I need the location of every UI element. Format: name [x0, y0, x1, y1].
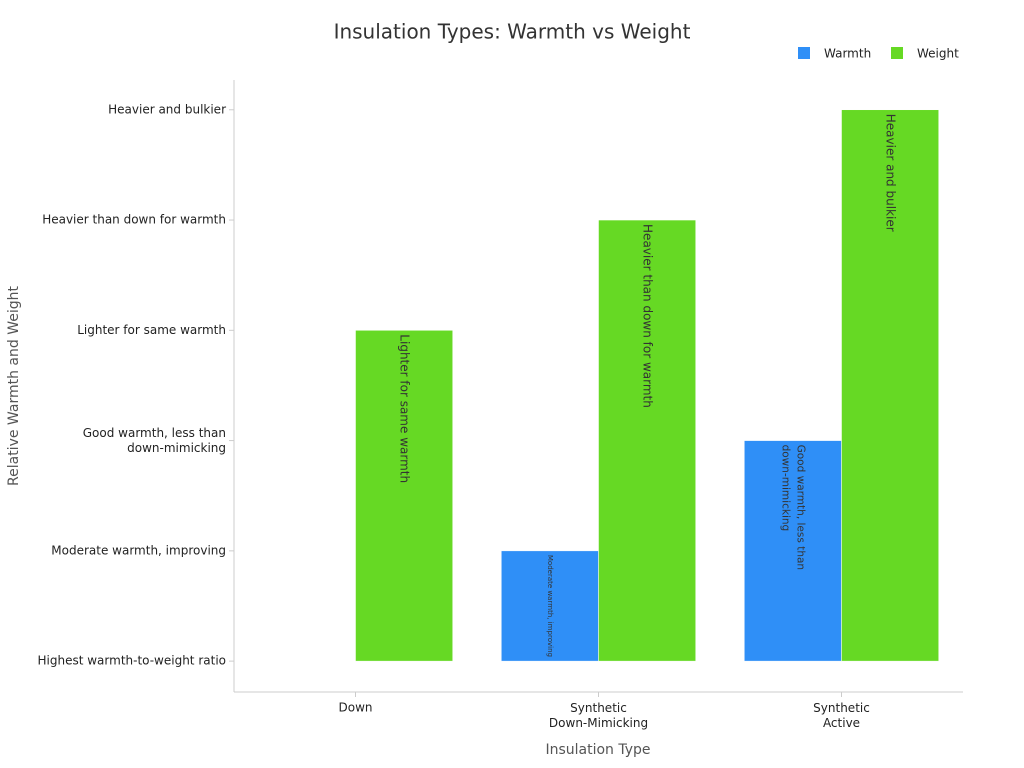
y-axis-label: Relative Warmth and Weight: [6, 286, 22, 486]
value-label: Heavier and bulkier: [884, 114, 898, 232]
y-tick-label: Moderate warmth, improving: [51, 543, 226, 557]
legend-label: Weight: [917, 47, 959, 61]
value-label: Moderate warmth, improving: [546, 555, 555, 657]
bar: [355, 330, 453, 662]
y-tick-label: Heavier than down for warmth: [42, 213, 226, 227]
value-label: Heavier than down for warmth: [641, 224, 655, 408]
value-label: Good warmth, less thandown-mimicking: [779, 445, 806, 571]
bar: [744, 440, 842, 662]
bar: [501, 550, 599, 662]
legend-swatch: [798, 47, 810, 59]
y-tick-label: Heavier and bulkier: [108, 102, 226, 116]
x-tick-label: Down: [338, 701, 372, 715]
value-label: Lighter for same warmth: [398, 334, 412, 483]
x-tick-label: Synthetic Active: [813, 701, 870, 730]
y-tick-label: Lighter for same warmth: [77, 323, 226, 337]
y-tick-label: Good warmth, less than down-mimicking: [83, 426, 226, 455]
x-axis-label: Insulation Type: [545, 742, 650, 758]
legend-label: Warmth: [824, 47, 871, 61]
bar: [598, 219, 696, 662]
x-tick-label: Synthetic Down-Mimicking: [549, 701, 648, 730]
bar: [841, 109, 939, 662]
y-tick-label: Highest warmth-to-weight ratio: [38, 654, 227, 668]
legend-swatch: [891, 47, 903, 59]
chart-title: Insulation Types: Warmth vs Weight: [334, 20, 691, 44]
